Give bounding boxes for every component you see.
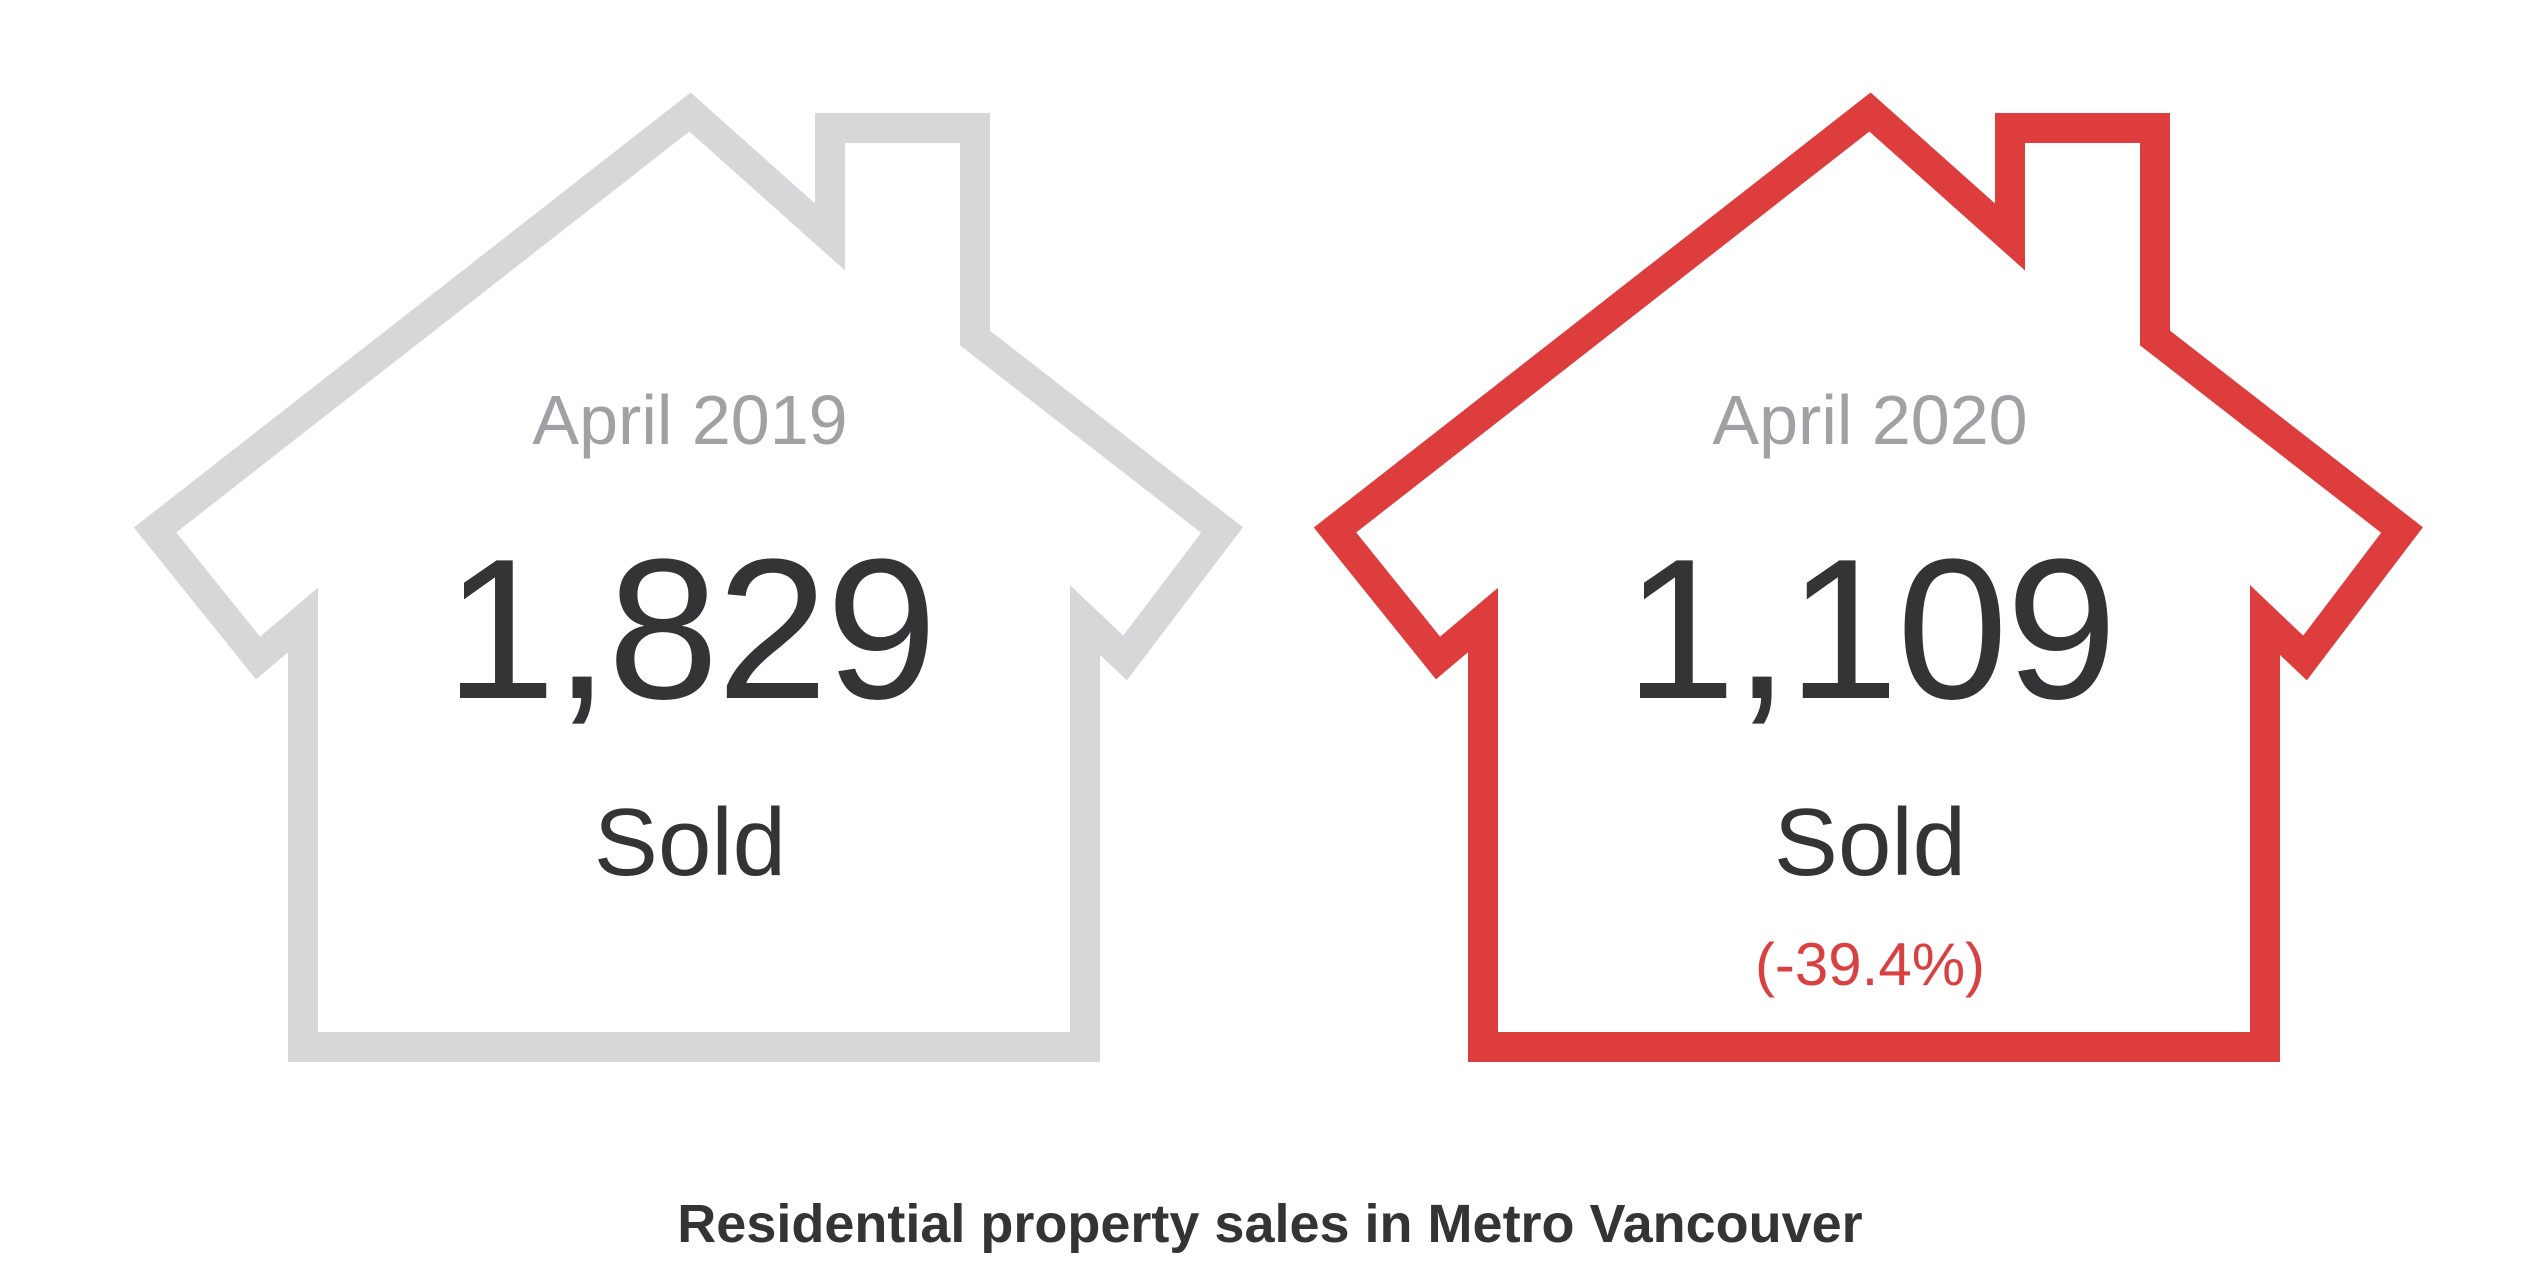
period-label: April 2019 bbox=[532, 381, 848, 459]
period-label: April 2020 bbox=[1712, 381, 2028, 459]
house-card-april-2020: April 2020 1,109 Sold (-39.4%) bbox=[1180, 0, 2450, 1287]
house-outline-icon bbox=[133, 92, 1243, 1062]
sold-count-value: 1,109 bbox=[1624, 518, 2118, 741]
chart-caption: Residential property sales in Metro Vanc… bbox=[677, 1194, 1863, 1254]
sold-label: Sold bbox=[1773, 789, 1967, 896]
sold-count-value: 1,829 bbox=[444, 518, 938, 741]
house-card-april-2019: April 2019 1,829 Sold bbox=[133, 92, 1243, 1062]
house-outline-icon bbox=[1313, 92, 2423, 1062]
percent-change-label: (-39.4%) bbox=[1754, 931, 1986, 998]
sold-label: Sold bbox=[593, 789, 787, 896]
